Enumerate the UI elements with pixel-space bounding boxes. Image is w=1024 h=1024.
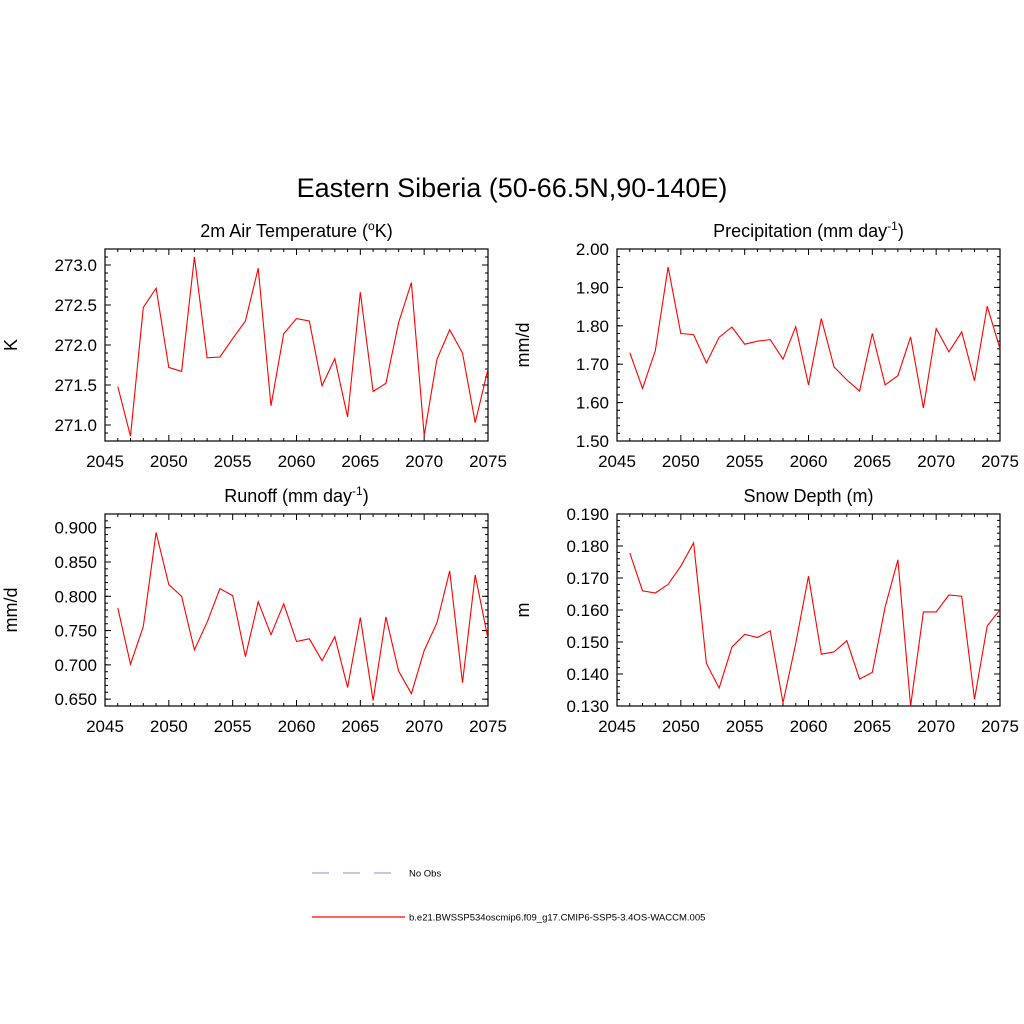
panel-title-main: Snow Depth (m): [743, 486, 873, 506]
y-tick-label: 0.160: [566, 601, 609, 620]
y-tick-label: 273.0: [54, 256, 97, 275]
panel-title-superscript: -1: [887, 219, 898, 233]
panel-title-main: 2m Air Temperature (: [200, 221, 368, 241]
x-tick-label: 2060: [790, 452, 828, 471]
panel-title-end: ): [363, 486, 369, 506]
x-tick-label: 2070: [917, 717, 955, 736]
y-tick-label: 0.900: [54, 519, 97, 538]
plot-frame: [616, 513, 1001, 707]
y-tick-label: 2.00: [576, 240, 609, 259]
y-tick-label: 1.50: [576, 432, 609, 451]
y-tick-label: 272.5: [54, 296, 97, 315]
panel-3: Runoff (mm day-1) 2045 2050 2055 2060 2065 207…: [1, 484, 507, 736]
y-axis-label: mm/d: [513, 323, 533, 368]
y-tick-label: 0.130: [566, 697, 609, 716]
x-tick-label: 2045: [86, 717, 124, 736]
x-tick-label: 2055: [726, 717, 764, 736]
panel-title: 2m Air Temperature (oK): [200, 219, 392, 241]
y-tick-label: 0.190: [566, 505, 609, 524]
x-tick-label: 2065: [853, 717, 891, 736]
x-tick-label: 2050: [662, 717, 700, 736]
y-tick-label: 271.5: [54, 376, 97, 395]
panel-title-main: Runoff (mm day: [224, 486, 352, 506]
x-tick-label: 2070: [405, 717, 443, 736]
x-tick-label: 2060: [278, 452, 316, 471]
x-tick-label: 2065: [341, 452, 379, 471]
y-tick-label: 0.800: [54, 587, 97, 606]
panel-title-main: Precipitation (mm day: [713, 221, 887, 241]
x-tick-label: 2050: [662, 452, 700, 471]
x-tick-label: 2075: [981, 452, 1019, 471]
legend-label-1: No Obs: [409, 869, 441, 880]
y-tick-label: 1.70: [576, 355, 609, 374]
panel-title: Runoff (mm day-1): [224, 484, 368, 506]
y-tick-label: 0.180: [566, 537, 609, 556]
y-tick-label: 0.140: [566, 665, 609, 684]
x-tick-label: 2075: [469, 717, 507, 736]
y-tick-label: 0.700: [54, 656, 97, 675]
y-axis-label: K: [1, 339, 21, 351]
x-tick-label: 2045: [598, 717, 636, 736]
x-tick-label: 2065: [853, 452, 891, 471]
y-axis-label: mm/d: [1, 588, 21, 633]
panel-4: Snow Depth (m) 2045 2050 2055 2060 2065 2070 20…: [513, 486, 1019, 736]
x-tick-label: 2050: [150, 452, 188, 471]
legend: No Obs b.e21.BWSSP534oscmip6.f09_g17.CMIP…: [312, 869, 705, 924]
x-tick-label: 2055: [726, 452, 764, 471]
y-tick-label: 1.90: [576, 278, 609, 297]
y-axis-label: m: [513, 603, 533, 618]
panel-title-superscript: -1: [352, 484, 363, 498]
y-tick-label: 0.150: [566, 633, 609, 652]
plot-frame: [104, 513, 489, 707]
panel-title: Snow Depth (m): [743, 486, 873, 506]
x-tick-label: 2045: [598, 452, 636, 471]
series-line-1: [629, 540, 1001, 707]
x-tick-label: 2075: [469, 452, 507, 471]
x-tick-label: 2070: [405, 452, 443, 471]
y-tick-label: 0.850: [54, 553, 97, 572]
x-tick-label: 2070: [917, 452, 955, 471]
panel-title: Precipitation (mm day-1): [713, 219, 904, 241]
x-tick-label: 2055: [214, 452, 252, 471]
panel-2: Precipitation (mm day-1) 2045 2050 2055 2060…: [513, 219, 1019, 471]
legend-label-2: b.e21.BWSSP534oscmip6.f09_g17.CMIP6-SSP5…: [409, 913, 705, 924]
y-tick-label: 1.60: [576, 394, 609, 413]
figure-title: Eastern Siberia (50-66.5N,90-140E): [297, 173, 728, 203]
x-tick-label: 2060: [278, 717, 316, 736]
panel-title-superscript: o: [368, 219, 375, 233]
y-tick-label: 0.750: [54, 622, 97, 641]
series-line-1: [117, 256, 489, 437]
x-tick-label: 2060: [790, 717, 828, 736]
x-tick-label: 2075: [981, 717, 1019, 736]
plot-frame: [104, 248, 489, 442]
y-tick-label: 0.650: [54, 690, 97, 709]
y-tick-label: 272.0: [54, 336, 97, 355]
panel-1: 2m Air Temperature (oK) 2045 2050 2055 2060 2…: [1, 219, 507, 471]
x-tick-label: 2050: [150, 717, 188, 736]
y-tick-label: 1.80: [576, 317, 609, 336]
series-line-1: [117, 532, 489, 701]
plot-frame: [616, 248, 1001, 442]
panel-title-end: K): [375, 221, 393, 241]
series-line-1: [629, 266, 1001, 409]
x-tick-label: 2045: [86, 452, 124, 471]
y-tick-label: 0.170: [566, 569, 609, 588]
panel-title-end: ): [898, 221, 904, 241]
x-tick-label: 2065: [341, 717, 379, 736]
x-tick-label: 2055: [214, 717, 252, 736]
y-tick-label: 271.0: [54, 416, 97, 435]
